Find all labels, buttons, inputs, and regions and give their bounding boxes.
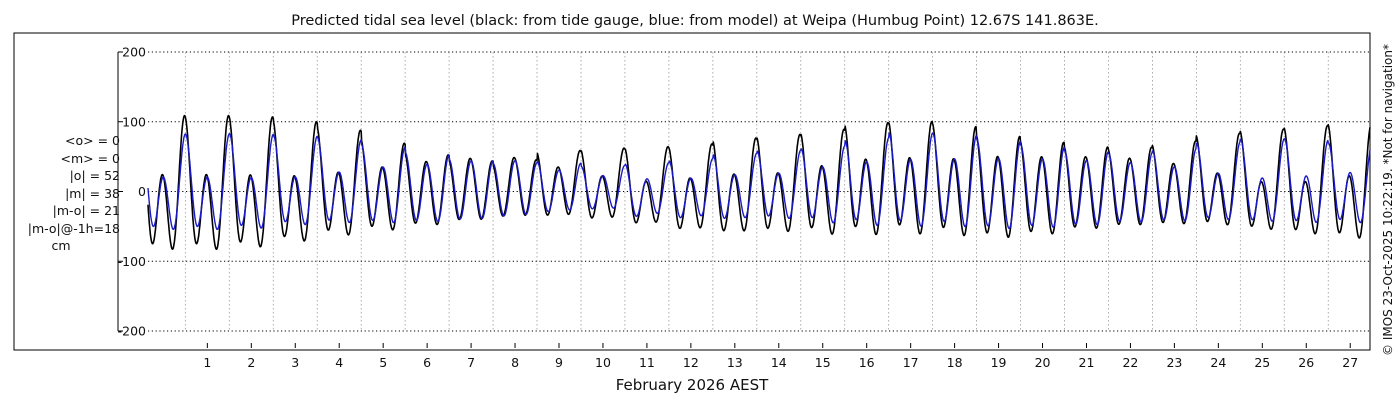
- stats-panel: <o> = 0 <m> = 0 |o| = 52 |m| = 38 |m-o| …: [14, 132, 120, 255]
- y-tick-label: 0: [138, 184, 146, 199]
- y-tick-label: -200: [118, 324, 146, 339]
- x-tick-label: 21: [1079, 355, 1095, 370]
- x-tick-label: 1: [203, 355, 211, 370]
- copyright-note: © IMOS 23-Oct-2025 10:22:19. *Not for na…: [1381, 44, 1395, 356]
- y-tick-label: -100: [118, 254, 146, 269]
- x-tick-label: 8: [511, 355, 519, 370]
- x-tick-label: 13: [727, 355, 743, 370]
- chart-title: Predicted tidal sea level (black: from t…: [291, 13, 1099, 29]
- x-tick-label: 27: [1342, 355, 1358, 370]
- stat-unit: cm: [51, 238, 71, 253]
- grid-lines: [148, 51, 1370, 332]
- x-tick-label: 12: [683, 355, 699, 370]
- x-tick-label: 16: [859, 355, 875, 370]
- x-tick-label: 20: [1035, 355, 1051, 370]
- x-tick-label: 17: [903, 355, 919, 370]
- x-tick-label: 5: [379, 355, 387, 370]
- x-tick-label: 24: [1210, 355, 1226, 370]
- x-tick-label: 23: [1166, 355, 1182, 370]
- x-tick-label: 6: [423, 355, 431, 370]
- stat-abs-diff: |m-o| = 21: [52, 203, 120, 218]
- x-tick-label: 7: [467, 355, 475, 370]
- x-tick-label: 9: [555, 355, 563, 370]
- x-tick-label: 11: [639, 355, 655, 370]
- x-tick-label: 2: [247, 355, 255, 370]
- x-tick-label: 25: [1254, 355, 1270, 370]
- stat-abs-observed: |o| = 52: [69, 168, 120, 183]
- x-axis-label: February 2026 AEST: [616, 376, 769, 394]
- x-tick-label: 19: [991, 355, 1007, 370]
- y-tick-label: 100: [122, 114, 146, 129]
- stat-abs-diff-lag: |m-o|@-1h=18: [27, 220, 120, 236]
- series-lines: [147, 114, 1371, 250]
- y-tick-label: 200: [122, 45, 146, 60]
- x-tick-label: 26: [1298, 355, 1314, 370]
- x-tick-label: 3: [291, 355, 299, 370]
- x-tick-label: 4: [335, 355, 343, 370]
- stat-mean-model: <m> = 0: [60, 150, 121, 166]
- series-line-model: [147, 132, 1371, 230]
- x-tick-label: 18: [947, 355, 963, 370]
- stat-mean-observed: <o> = 0: [65, 133, 120, 148]
- x-tick-label: 22: [1122, 355, 1138, 370]
- x-tick-label: 15: [815, 355, 831, 370]
- x-tick-label: 14: [771, 355, 787, 370]
- stat-abs-model: |m| = 38: [65, 185, 120, 201]
- x-tick-label: 10: [595, 355, 611, 370]
